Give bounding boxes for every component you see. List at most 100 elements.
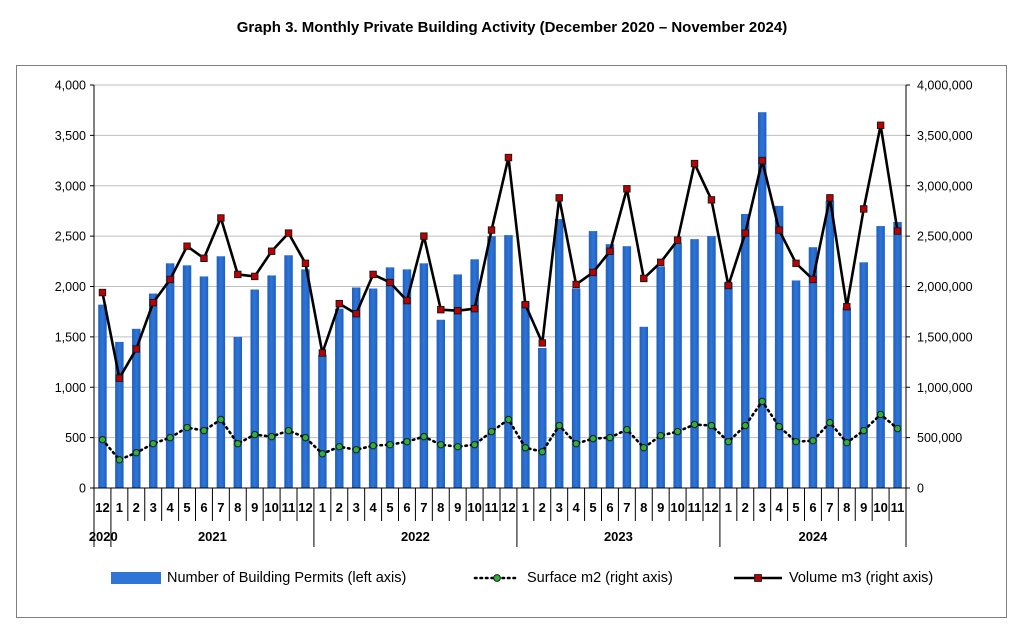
volume-point bbox=[690, 159, 699, 168]
volume-point bbox=[251, 272, 259, 281]
left-tick-label: 2,500 bbox=[55, 230, 86, 244]
volume-point bbox=[487, 226, 496, 234]
bar bbox=[774, 205, 784, 488]
bar bbox=[605, 244, 615, 488]
x-tick-label: 8 bbox=[843, 500, 850, 515]
surface-point bbox=[572, 439, 580, 448]
surface-point bbox=[403, 437, 411, 446]
surface-point bbox=[234, 439, 242, 448]
volume-point bbox=[707, 196, 716, 204]
bar bbox=[368, 288, 378, 488]
right-tick-label: 1,000,000 bbox=[917, 381, 973, 395]
bar bbox=[487, 236, 496, 488]
x-tick-label: 2 bbox=[336, 500, 343, 515]
x-tick-label: 1 bbox=[319, 500, 326, 515]
bar bbox=[385, 267, 395, 488]
surface-point bbox=[200, 426, 208, 435]
left-tick-label: 0 bbox=[79, 482, 86, 496]
volume-point bbox=[623, 185, 631, 193]
x-tick-label: 7 bbox=[420, 500, 427, 515]
volume-point bbox=[115, 374, 124, 382]
bar bbox=[301, 269, 310, 488]
x-tick-label: 8 bbox=[640, 500, 647, 515]
x-tick-label: 1 bbox=[116, 500, 123, 515]
volume-point bbox=[200, 254, 208, 262]
surface-point bbox=[826, 418, 834, 427]
surface-point bbox=[318, 450, 327, 458]
surface-point bbox=[792, 437, 800, 446]
volume-point bbox=[217, 214, 225, 222]
bar bbox=[165, 263, 175, 488]
volume-point bbox=[521, 300, 530, 309]
volume-point bbox=[572, 280, 580, 289]
x-tick-label: 9 bbox=[860, 500, 867, 515]
x-tick-label: 6 bbox=[606, 500, 613, 515]
bar bbox=[791, 280, 801, 488]
volume-point bbox=[826, 194, 834, 202]
surface-point bbox=[690, 420, 699, 429]
volume-point bbox=[420, 232, 428, 240]
x-tick-label: 4 bbox=[776, 500, 784, 515]
volume-point bbox=[792, 259, 800, 268]
surface-point bbox=[876, 410, 885, 419]
volume-point bbox=[673, 236, 682, 244]
volume-point bbox=[166, 275, 174, 284]
volume-point bbox=[843, 302, 851, 311]
x-tick-label: 12 bbox=[704, 500, 718, 515]
surface-point bbox=[183, 423, 191, 432]
surface-point bbox=[521, 444, 530, 452]
chart-frame bbox=[16, 65, 1007, 618]
surface-point bbox=[555, 421, 563, 430]
bar bbox=[199, 276, 209, 488]
x-tick-label: 3 bbox=[759, 500, 766, 515]
volume-point bbox=[876, 121, 885, 129]
legend-swatch bbox=[111, 571, 167, 585]
bar bbox=[470, 259, 479, 488]
x-tick-label: 10 bbox=[873, 500, 887, 515]
legend-swatch bbox=[733, 571, 789, 585]
left-tick-label: 2,000 bbox=[55, 280, 86, 294]
bar bbox=[351, 287, 361, 488]
volume-point bbox=[775, 226, 783, 234]
x-tick-label: 1 bbox=[522, 500, 529, 515]
x-tick-label: 10 bbox=[467, 500, 481, 515]
volume-point bbox=[183, 242, 191, 250]
legend-label: Volume m3 (right axis) bbox=[789, 570, 934, 586]
x-tick-label: 2 bbox=[133, 500, 140, 515]
volume-point bbox=[352, 310, 360, 318]
volume-point bbox=[267, 247, 276, 255]
bar bbox=[402, 269, 412, 488]
volume-point bbox=[724, 281, 733, 290]
x-tick-label: 4 bbox=[167, 500, 175, 515]
x-tick-label: 5 bbox=[589, 500, 596, 515]
bar bbox=[554, 218, 564, 488]
legend-item: Surface m2 (right axis) bbox=[473, 566, 673, 590]
bar bbox=[453, 274, 462, 488]
surface-point bbox=[893, 424, 902, 433]
volume-line bbox=[101, 124, 899, 380]
right-tick-label: 1,500,000 bbox=[917, 330, 973, 344]
chart-title: Graph 3. Monthly Private Building Activi… bbox=[236, 19, 788, 36]
surface-point bbox=[98, 435, 107, 444]
left-tick-label: 1,000 bbox=[55, 381, 86, 395]
surface-point bbox=[335, 442, 343, 451]
surface-point bbox=[267, 432, 276, 441]
surface-point bbox=[843, 438, 851, 447]
x-tick-label: 5 bbox=[183, 500, 190, 515]
legend-label: Number of Building Permits (left axis) bbox=[167, 570, 407, 586]
bar bbox=[284, 255, 293, 488]
right-tick-label: 500,000 bbox=[917, 431, 962, 445]
bar bbox=[148, 293, 158, 488]
bar bbox=[757, 112, 767, 488]
bar bbox=[876, 226, 885, 489]
surface-point bbox=[284, 426, 293, 435]
legend-swatch bbox=[473, 571, 527, 585]
x-tick-label: 4 bbox=[370, 500, 378, 515]
bar bbox=[250, 289, 259, 488]
surface-point bbox=[149, 439, 157, 448]
surface-point bbox=[470, 440, 479, 449]
x-tick-label: 8 bbox=[437, 500, 444, 515]
right-tick-label: 2,500,000 bbox=[917, 230, 973, 244]
x-tick-label: 3 bbox=[556, 500, 563, 515]
bar bbox=[571, 288, 581, 488]
